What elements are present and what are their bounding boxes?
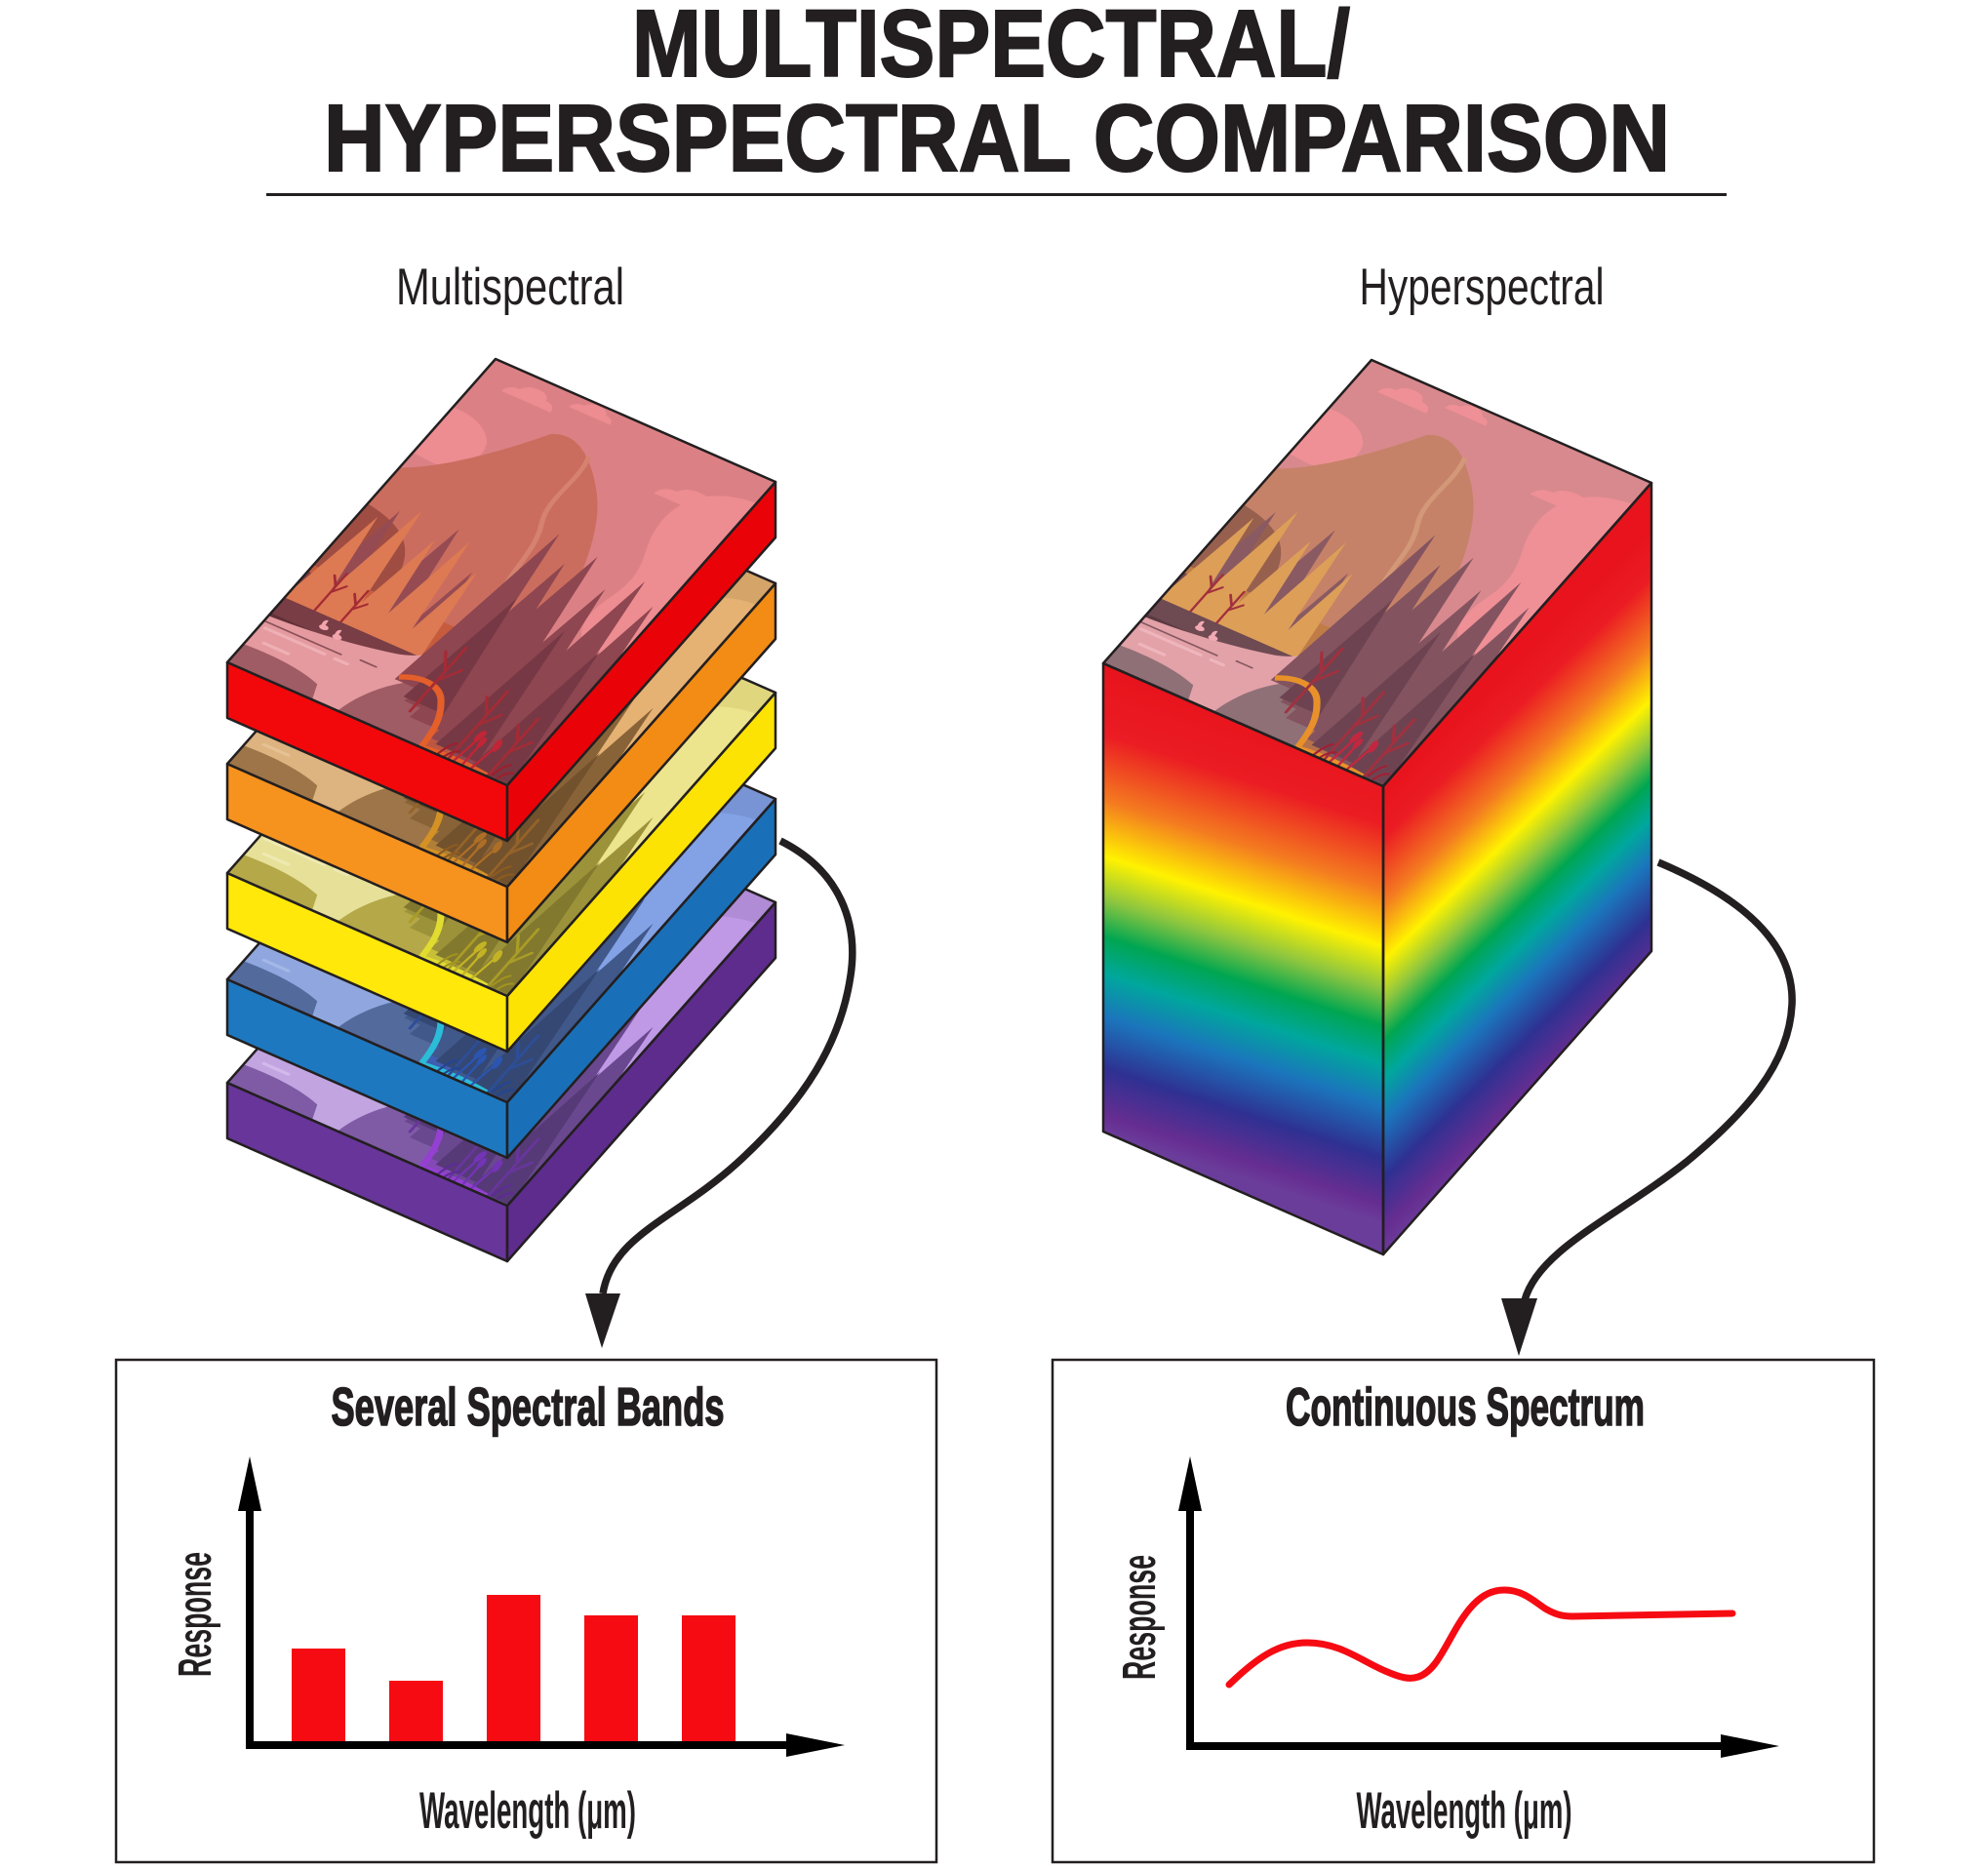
svg-text:HYPERSPECTRAL COMPARISON: HYPERSPECTRAL COMPARISON	[324, 85, 1670, 191]
svg-text:Hyperspectral: Hyperspectral	[1360, 258, 1605, 316]
svg-text:Multispectral: Multispectral	[396, 258, 624, 316]
svg-text:Response: Response	[1114, 1555, 1166, 1680]
svg-text:MULTISPECTRAL/: MULTISPECTRAL/	[632, 0, 1350, 97]
svg-text:Wavelength (μm): Wavelength (μm)	[1357, 1782, 1572, 1840]
svg-text:Several Spectral Bands: Several Spectral Bands	[332, 1376, 725, 1437]
svg-text:Continuous Spectrum: Continuous Spectrum	[1286, 1376, 1645, 1437]
svg-text:Response: Response	[170, 1552, 221, 1677]
svg-text:Wavelength (μm): Wavelength (μm)	[419, 1782, 636, 1840]
